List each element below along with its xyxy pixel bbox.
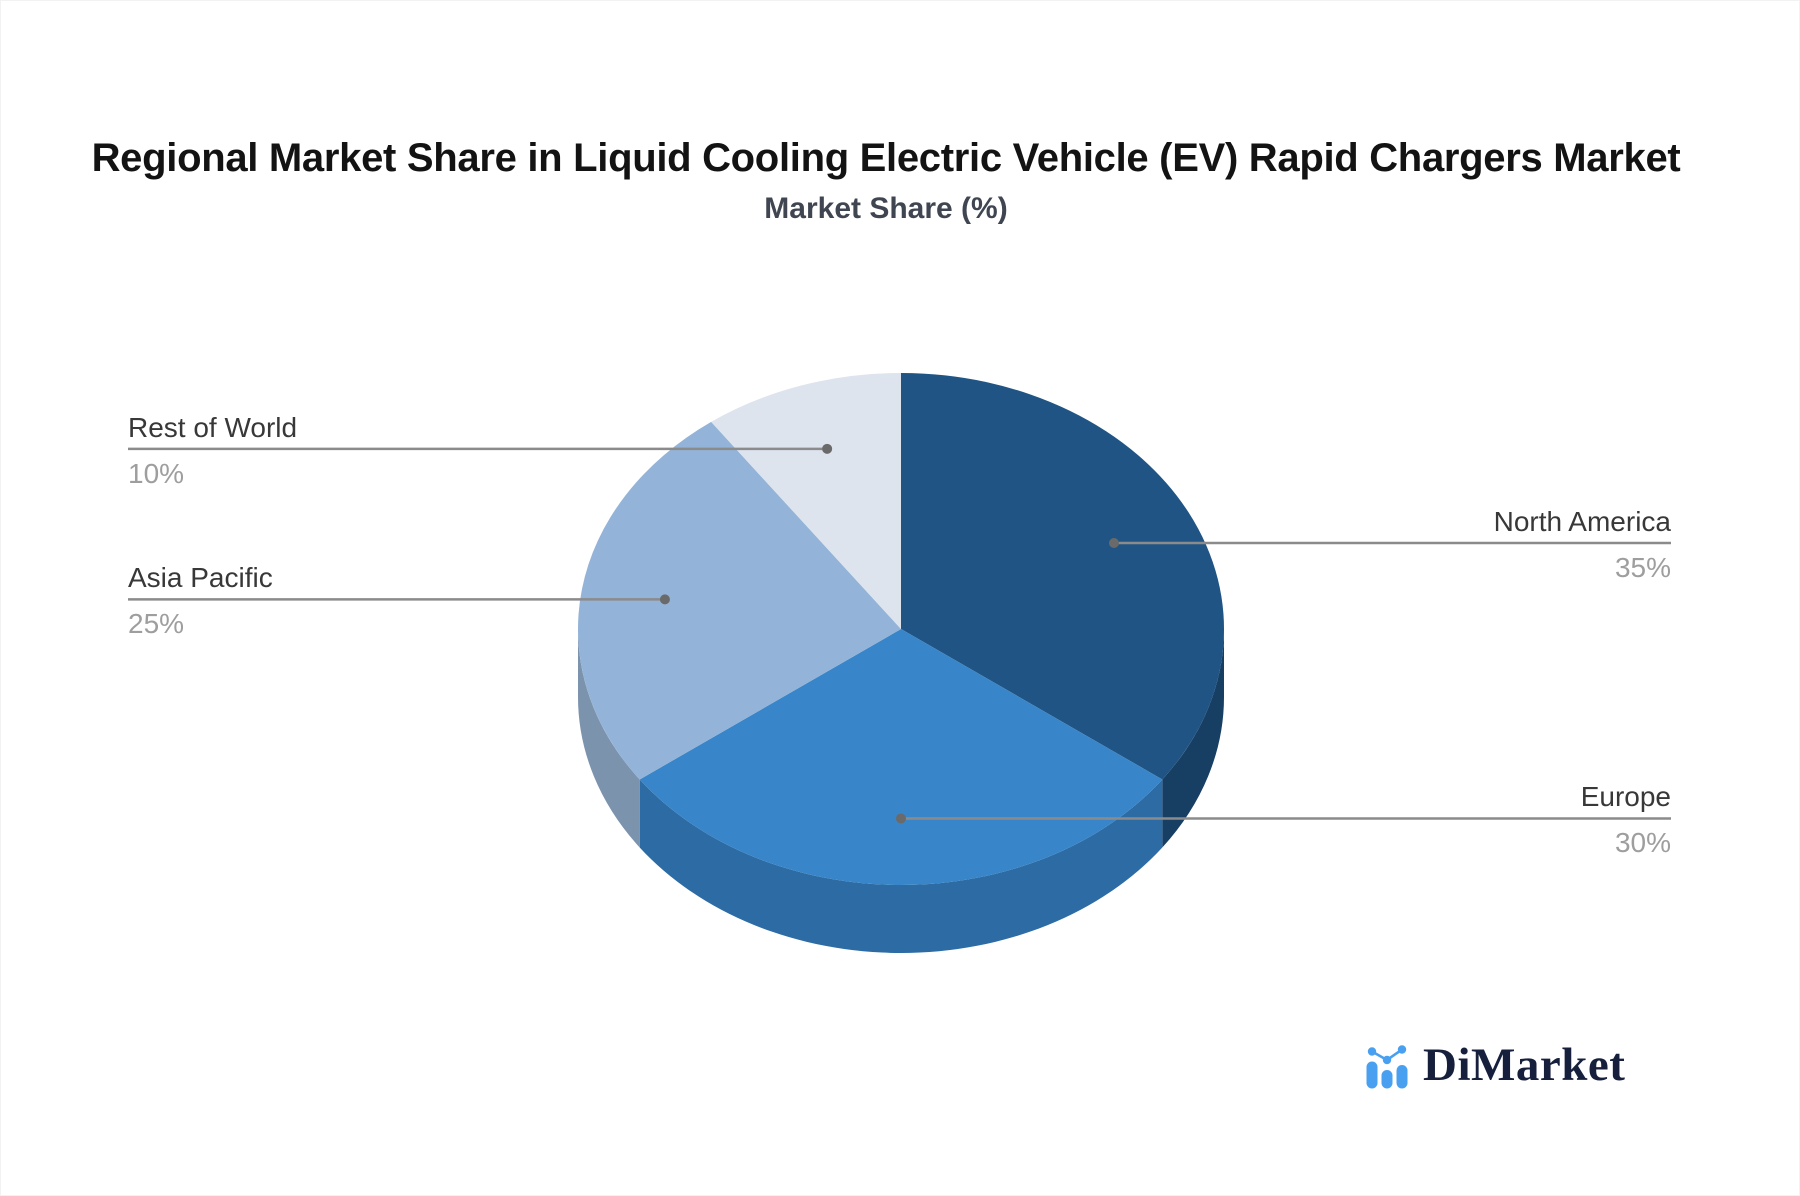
dimarket-logo: DiMarket bbox=[1366, 1042, 1625, 1089]
slice-label: Europe bbox=[1580, 781, 1671, 813]
slice-value: 10% bbox=[128, 457, 185, 489]
pie-slice-north-america bbox=[901, 373, 1224, 780]
pie-slice-asia-pacific bbox=[578, 421, 901, 780]
pie-slice-rest-of-world bbox=[711, 373, 901, 629]
leader-dot-rest-of-world bbox=[822, 443, 833, 454]
chart-subtitle: Market Share (%) bbox=[764, 192, 1008, 225]
pie-slices bbox=[578, 373, 1224, 885]
leader-lines bbox=[128, 443, 1671, 824]
slice-label: Rest of World bbox=[128, 411, 298, 443]
pie-3d-walls bbox=[578, 629, 1224, 953]
pie-side-asia-pacific bbox=[578, 629, 640, 848]
pie-slice-europe bbox=[639, 629, 1163, 885]
leader-dot-europe bbox=[896, 813, 906, 824]
slice-value: 25% bbox=[128, 608, 185, 640]
leader-dot-asia-pacific bbox=[659, 594, 670, 605]
logo-text: DiMarket bbox=[1423, 1039, 1626, 1091]
pie-side-north-america bbox=[1162, 629, 1224, 848]
pie-side-europe bbox=[639, 779, 1163, 953]
slice-label: Asia Pacific bbox=[128, 562, 273, 594]
leader-dot-north-america bbox=[1108, 537, 1119, 548]
bar-line-chart-icon bbox=[1366, 1045, 1408, 1089]
slice-value: 35% bbox=[1614, 551, 1671, 583]
slice-label: North America bbox=[1493, 505, 1671, 537]
chart-title: Regional Market Share in Liquid Cooling … bbox=[91, 136, 1681, 180]
slice-value: 30% bbox=[1614, 827, 1671, 859]
